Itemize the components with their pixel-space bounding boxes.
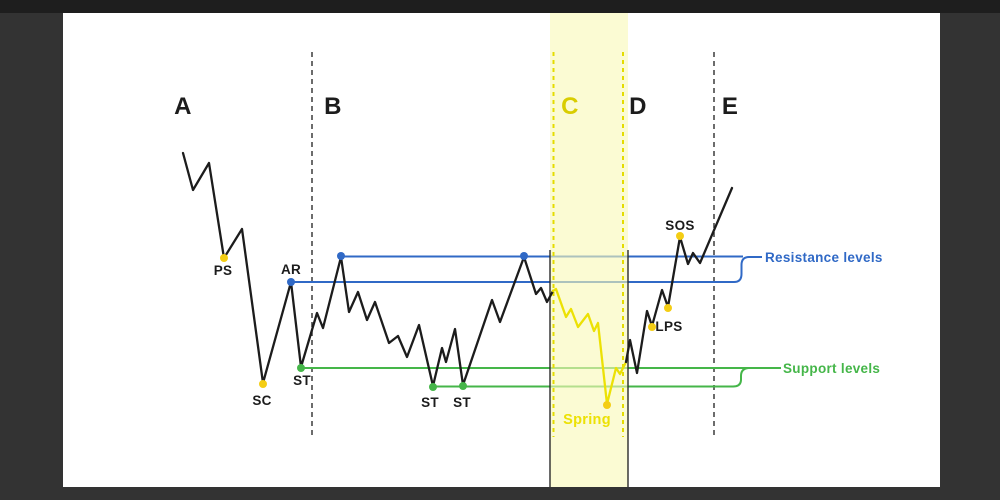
event-label-sos-8: SOS (665, 218, 694, 233)
event-label-ps-0: PS (214, 263, 233, 278)
event-label-st-3: ST (293, 373, 311, 388)
event-label-lps-7: LPS (655, 319, 682, 334)
support-bracket (732, 367, 749, 388)
resistance-bracket (733, 256, 762, 283)
top-strip (0, 0, 1000, 13)
ar-dot (287, 278, 295, 286)
event-label-st-5: ST (453, 395, 471, 410)
st-bottom-dot-2 (459, 382, 467, 390)
event-label-st-4: ST (421, 395, 439, 410)
phase-label-d: D (629, 93, 647, 120)
phase-label-c: C (561, 93, 579, 120)
range-high-dot-2 (520, 252, 528, 260)
st-bottom-dot-1 (429, 383, 437, 391)
phase-label-a: A (174, 93, 192, 120)
event-label-ar-2: AR (281, 262, 301, 277)
sc-dot (259, 380, 267, 388)
ps-dot (220, 254, 228, 262)
lps-dot-1 (648, 323, 656, 331)
support-label: Support levels (783, 361, 880, 376)
lps-dot-2 (664, 304, 672, 312)
spring-dot (603, 401, 611, 409)
st-dot (297, 364, 305, 372)
range-high-dot (337, 252, 345, 260)
resistance-label: Resistance levels (765, 250, 883, 265)
phase-label-b: B (324, 93, 342, 120)
event-label-spring-6: Spring (563, 412, 611, 428)
event-label-sc-1: SC (252, 393, 271, 408)
price-line-spring-move (551, 287, 628, 406)
price-line-markup-move (624, 186, 734, 375)
phase-label-e: E (722, 93, 738, 120)
phase-c-highlight-zone (550, 13, 628, 487)
chart-panel (63, 13, 940, 487)
sos-dot (676, 232, 684, 240)
